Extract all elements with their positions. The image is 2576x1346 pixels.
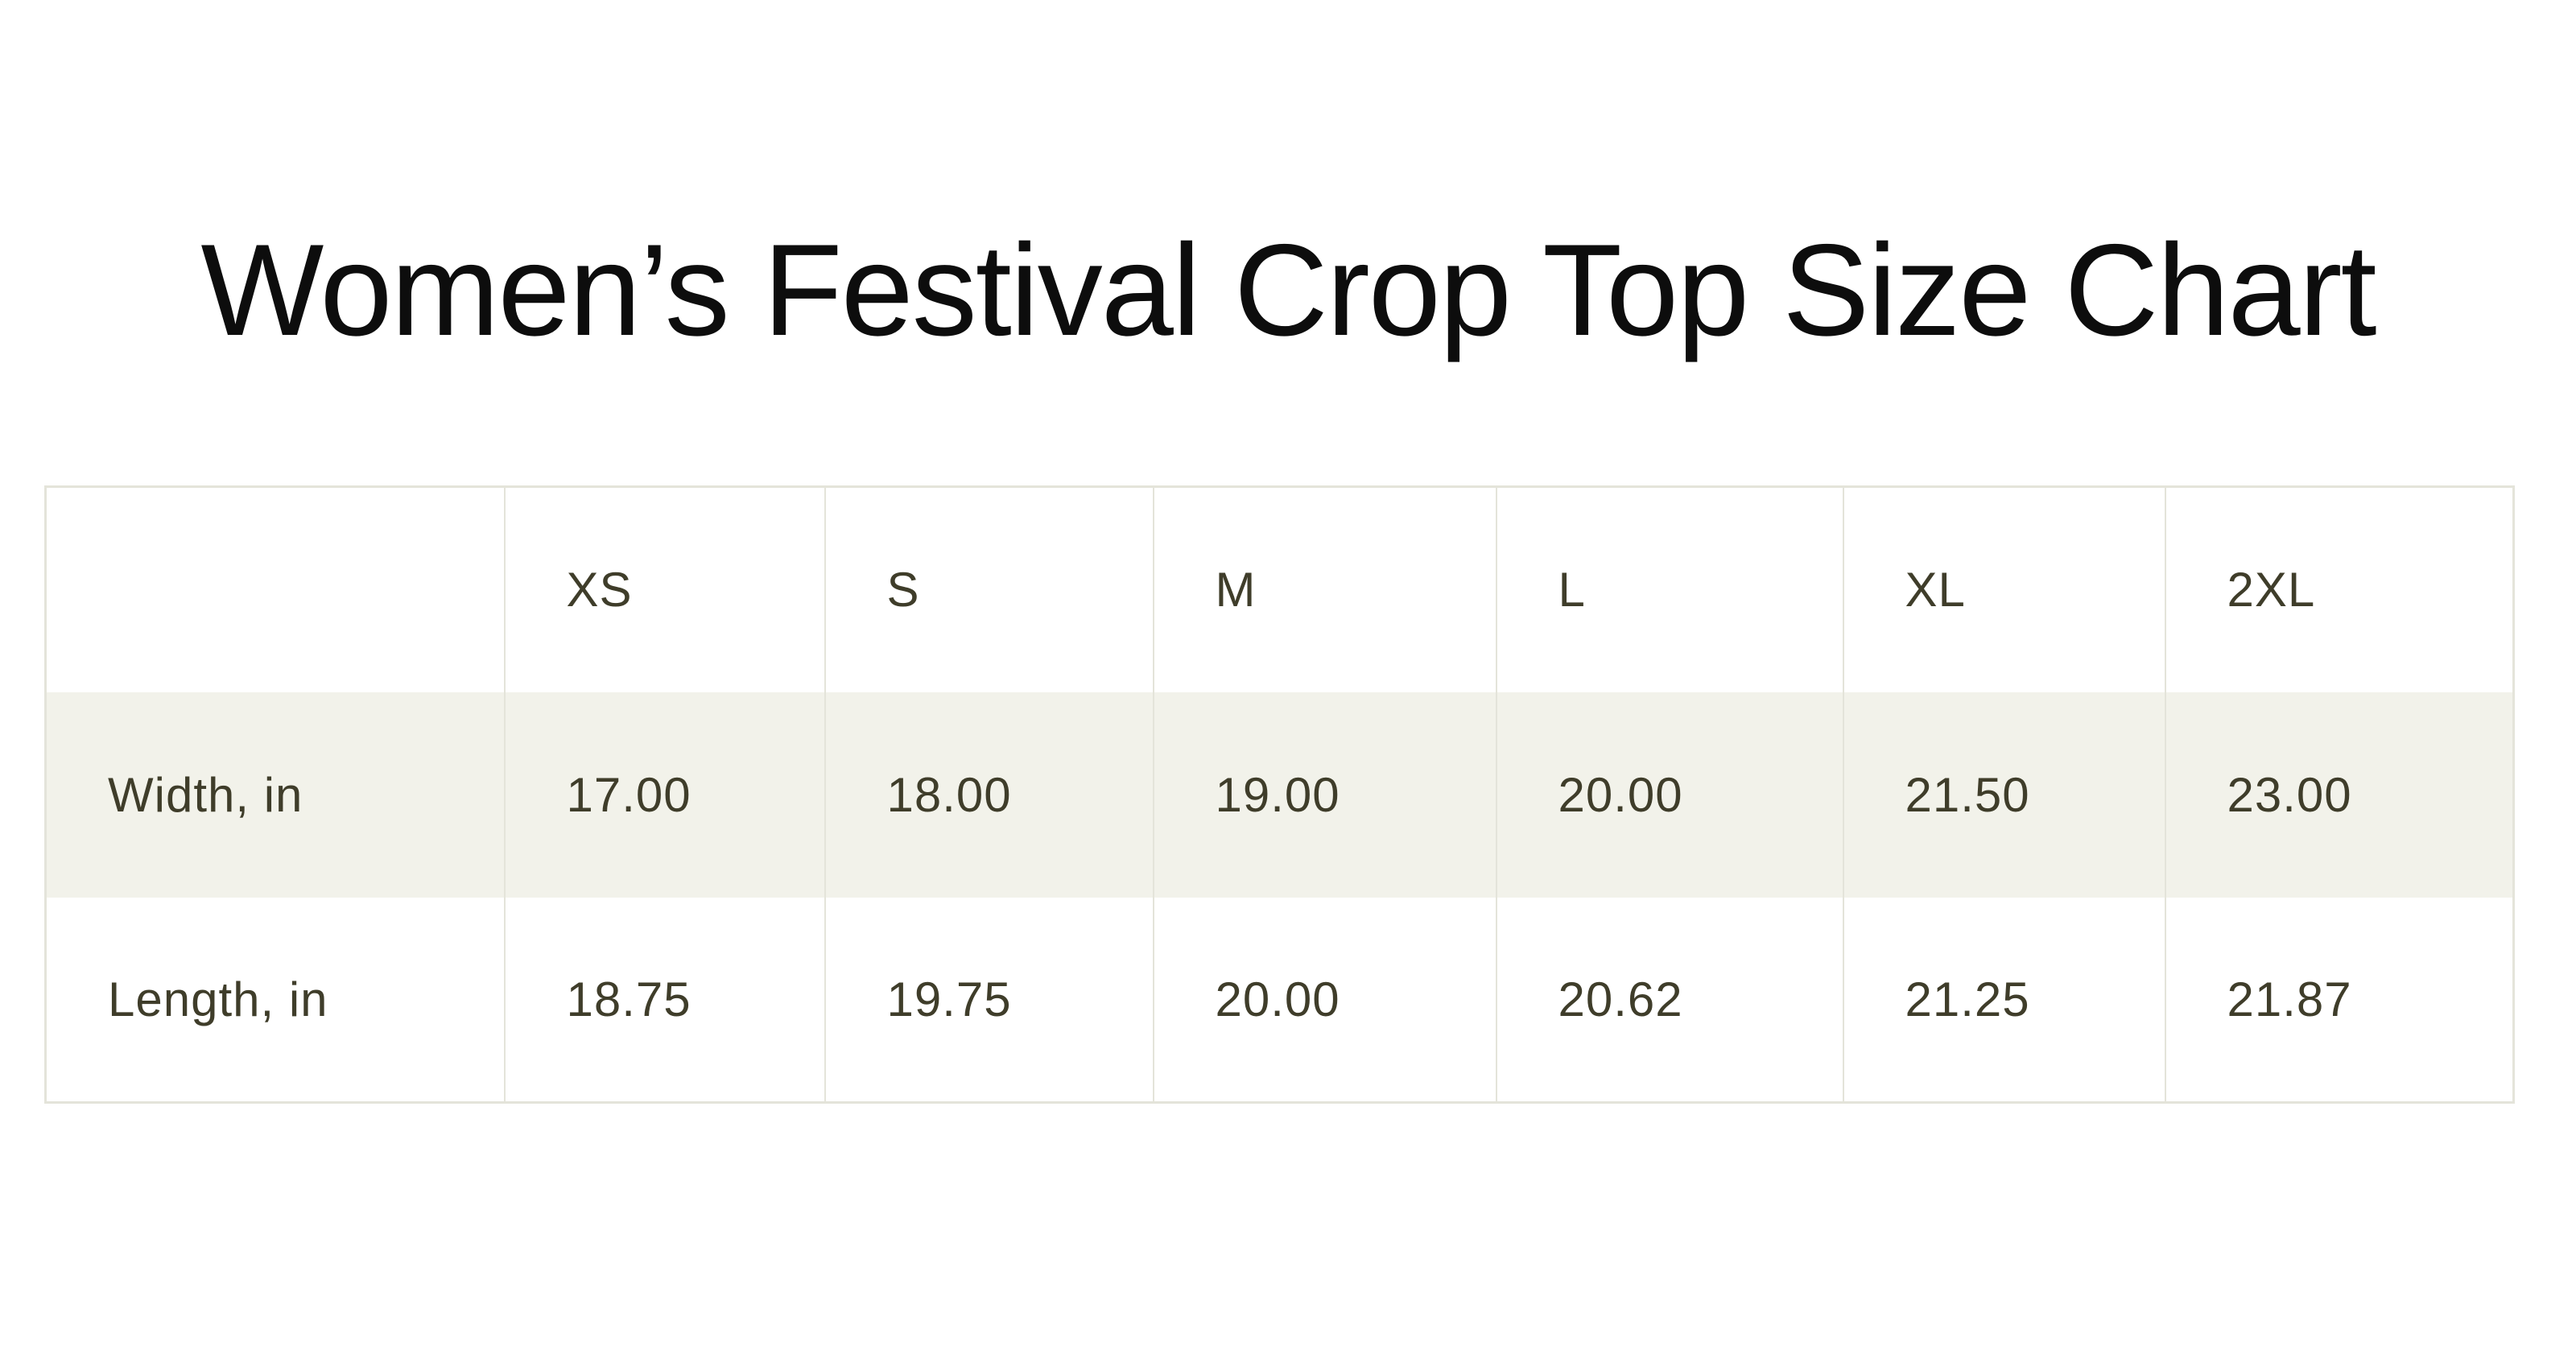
row-label-width: Width, in	[45, 692, 505, 898]
cell-width-m: 19.00	[1152, 692, 1496, 898]
size-chart-table: XS S M L XL 2XL Width, in 17.00 18.00 19…	[44, 485, 2515, 1104]
cell-width-2xl: 23.00	[2164, 692, 2514, 898]
cell-width-xl: 21.50	[1842, 692, 2165, 898]
header-cell-l: L	[1495, 486, 1843, 692]
header-cell-xl: XL	[1842, 486, 2165, 692]
cell-length-2xl: 21.87	[2164, 897, 2514, 1103]
cell-length-m: 20.00	[1152, 897, 1496, 1103]
cell-length-l: 20.62	[1495, 897, 1843, 1103]
header-row: XS S M L XL 2XL	[46, 486, 2514, 692]
header-cell-m: M	[1152, 486, 1496, 692]
cell-length-xs: 18.75	[503, 897, 825, 1103]
cell-width-s: 18.00	[824, 692, 1154, 898]
row-length: Length, in 18.75 19.75 20.00 20.62 21.25…	[46, 897, 2514, 1103]
cell-length-xl: 21.25	[1842, 897, 2165, 1103]
header-cell-2xl: 2XL	[2164, 486, 2514, 692]
row-width: Width, in 17.00 18.00 19.00 20.00 21.50 …	[45, 692, 2514, 898]
cell-width-l: 20.00	[1495, 692, 1843, 898]
row-label-length: Length, in	[108, 972, 328, 1026]
header-cell-empty	[46, 487, 505, 692]
cell-width-xs: 17.00	[503, 692, 825, 898]
header-cell-s: S	[824, 486, 1154, 692]
cell-length-s: 19.75	[824, 897, 1154, 1103]
page-title: Women’s Festival Crop Top Size Chart	[200, 217, 2376, 363]
header-cell-xs: XS	[503, 486, 825, 692]
